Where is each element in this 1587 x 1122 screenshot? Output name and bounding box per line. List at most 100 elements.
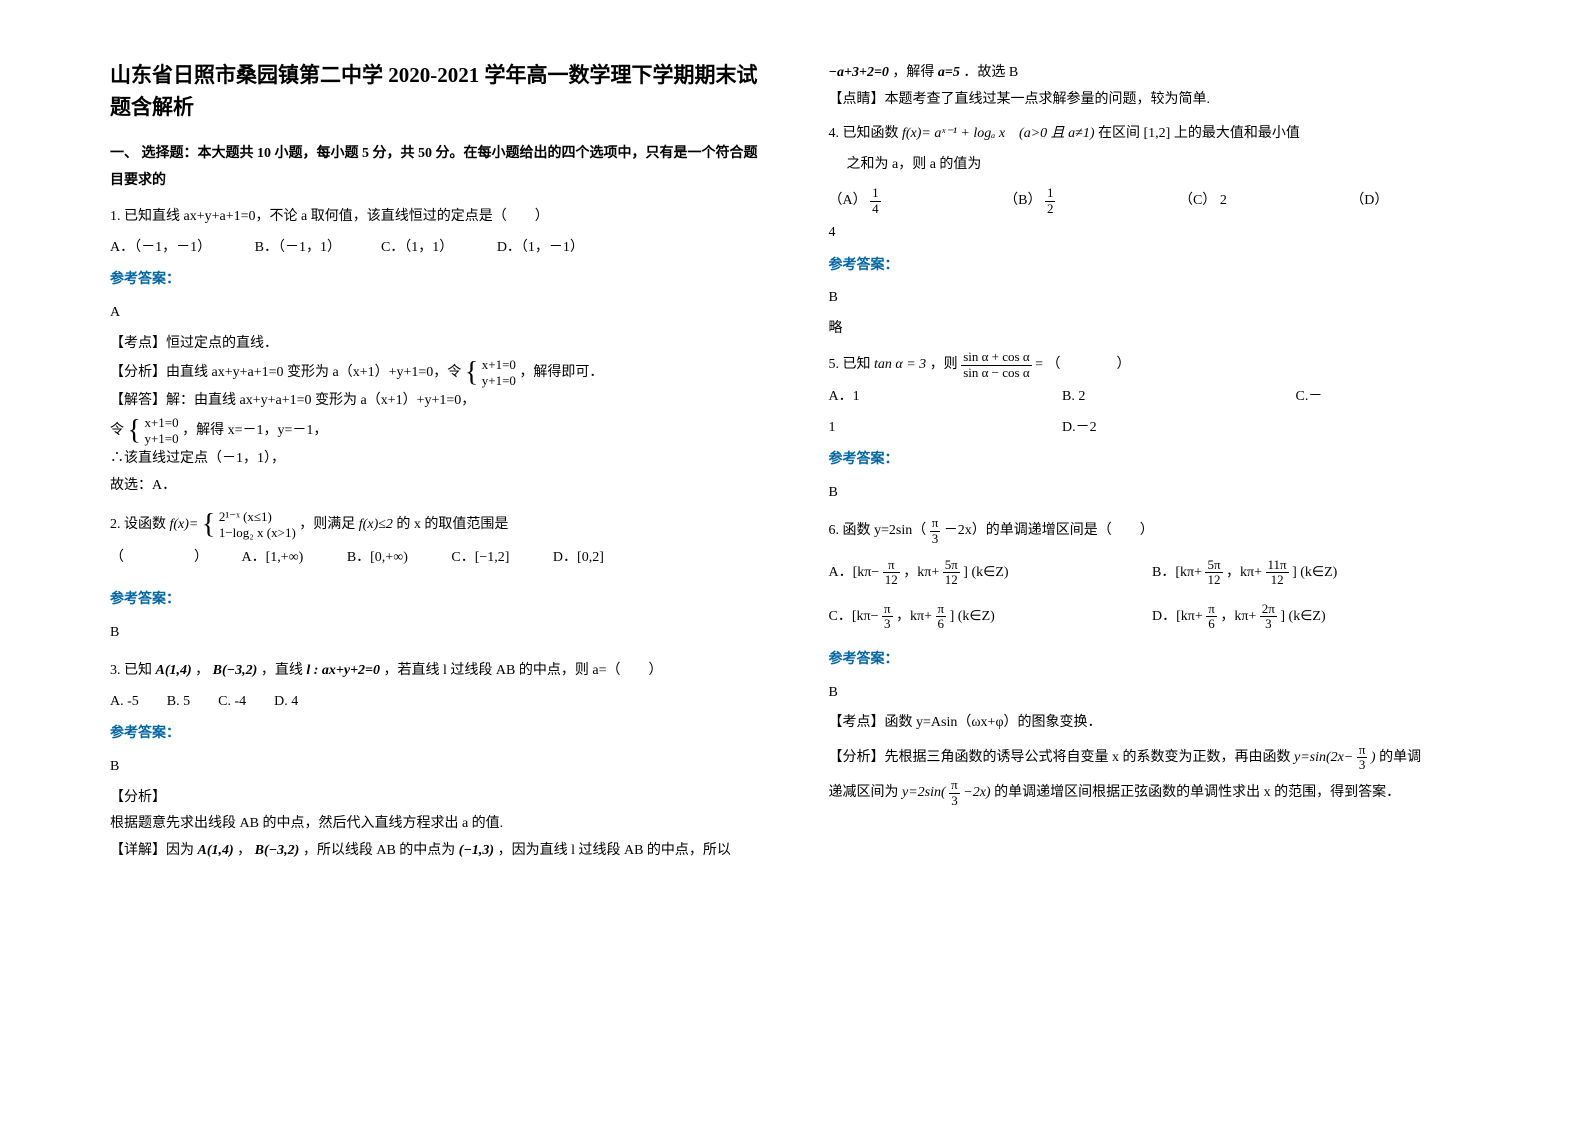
q3-sep1: ， <box>195 663 209 678</box>
q3-line: l : ax+y+2=0 <box>306 663 380 678</box>
q4-func: f(x)= aˣ⁻¹ + logₐ x (a>0 且 a≠1) <box>902 126 1095 141</box>
q6: 6. 函数 y=2sin（ π3 －2x）的单调递增区间是（ ） <box>829 516 1478 546</box>
q6C-pre: C．[kπ− <box>829 609 879 624</box>
q4-answer-label: 参考答案： <box>829 253 1478 280</box>
q2-func-open: f(x)= <box>170 517 199 532</box>
q6-p2fn: π <box>1357 743 1368 758</box>
q6-p2b: 的单调 <box>1379 750 1421 765</box>
q6-exp-2: 【分析】先根据三角函数的诱导公式将自变量 x 的系数变为正数，再由函数 y=si… <box>829 743 1478 773</box>
q4-mid: 在区间 [1,2] 上的最大值和最小值 <box>1098 126 1300 141</box>
q5-eq: = （ ） <box>1035 357 1130 372</box>
q6-answer: B <box>829 680 1478 707</box>
q6A-f2d: 12 <box>943 573 960 587</box>
q4-C-val: 2 <box>1220 193 1227 208</box>
q1-brace2-top: x+1=0 <box>144 415 178 431</box>
q1-exp-2: 【分析】由直线 ax+y+a+1=0 变形为 a（x+1）+y+1=0，令 { … <box>110 357 759 388</box>
brace-icon: { <box>128 417 141 445</box>
q6-prefix: 6. 函数 y=2sin（ <box>829 523 927 538</box>
q5-opt-C: C.－ <box>1296 389 1323 404</box>
q1-brace-top: x+1=0 <box>482 357 516 373</box>
q6A-f1n: π <box>883 558 900 573</box>
q1-brace-bot: y+1=0 <box>482 373 516 389</box>
q1-answer: A <box>110 300 759 327</box>
q2-pieces: 2¹⁻ˣ (x≤1) 1−log₂ x (x>1) <box>219 509 296 540</box>
q4-line2: 之和为 a，则 a 的值为 <box>829 152 1478 179</box>
q6-opt-C: C．[kπ− π3 ，kπ+ π6 ] (k∈Z) <box>829 602 1149 632</box>
q2-piece-top: 2¹⁻ˣ (x≤1) <box>219 509 296 525</box>
q6D-f1d: 6 <box>1206 617 1217 631</box>
q3-cont-2: 【点睛】本题考查了直线过某一点求解参量的问题，较为简单. <box>829 87 1478 114</box>
q2-cond: f(x)≤2 <box>359 517 393 532</box>
q6-options-row2: C．[kπ− π3 ，kπ+ π6 ] (k∈Z) D．[kπ+ π6 ，kπ+… <box>829 602 1478 632</box>
q6-p3func: y=2sin( <box>902 785 946 800</box>
q1-exp-2b: ，解得即可． <box>519 365 603 380</box>
q3-exp-3b: ，所以线段 AB 的中点为 <box>303 843 459 858</box>
q3-exp-sep: ， <box>237 843 251 858</box>
q6-p2suf: ) <box>1371 750 1376 765</box>
q6-p2fd: 3 <box>1357 758 1368 772</box>
q6D-f2d: 3 <box>1260 617 1277 631</box>
q6-suffix: －2x）的单调递增区间是（ ） <box>944 523 1154 538</box>
q1-exp-6: 故选：A． <box>110 473 759 500</box>
q4-opt-B: （B） 12 <box>1004 186 1055 216</box>
q2-opt-C: C．[−1,2] <box>451 545 509 572</box>
q1-answer-label: 参考答案： <box>110 267 759 294</box>
q4-opt-A: （A） 14 <box>829 186 881 216</box>
q6A-pre: A．[kπ− <box>829 565 880 580</box>
section-1-head: 一、 选择题：本大题共 10 小题，每小题 5 分，共 50 分。在每小题给出的… <box>110 141 759 194</box>
q6-p2func: y=sin(2x− <box>1294 750 1353 765</box>
right-column: −a+3+2=0 ，解得 a=5 ．故选 B 【点睛】本题考查了直线过某一点求解… <box>794 60 1498 1082</box>
q3-answer: B <box>110 754 759 781</box>
page-title: 山东省日照市桑园镇第二中学 2020-2021 学年高一数学理下学期期末试题含解… <box>110 60 759 123</box>
q5-frac-num: sin α + cos α <box>961 350 1031 365</box>
q4-B-label: （B） <box>1004 193 1041 208</box>
q1-exp-2a: 【分析】由直线 ax+y+a+1=0 变形为 a（x+1）+y+1=0，令 <box>110 365 461 380</box>
q1-exp-4b: ，解得 x=－1，y=－1， <box>182 423 327 438</box>
q6-fn: π <box>930 516 941 531</box>
q3-cont-1: −a+3+2=0 ，解得 a=5 ．故选 B <box>829 60 1478 87</box>
q3-exp-2: 根据题意先求出线段 AB 的中点，然后代入直线方程求出 a 的值. <box>110 811 759 838</box>
q6-p2a: 【分析】先根据三角函数的诱导公式将自变量 x 的系数变为正数，再由函数 <box>829 750 1295 765</box>
q5-answer: B <box>829 480 1478 507</box>
q3-exp-3: 【详解】因为 A(1,4) ， B(−3,2) ，所以线段 AB 的中点为 (−… <box>110 838 759 865</box>
q4-B-den: 2 <box>1045 202 1056 216</box>
q5-mid: ，则 <box>930 357 962 372</box>
q6C-suf: ] (k∈Z) <box>950 609 995 624</box>
q6-options-row1: A．[kπ− π12 ，kπ+ 5π12 ] (k∈Z) B．[kπ+ 5π12… <box>829 558 1478 588</box>
q2: 2. 设函数 f(x)= { 2¹⁻ˣ (x≤1) 1−log₂ x (x>1)… <box>110 509 759 540</box>
q4: 4. 已知函数 f(x)= aˣ⁻¹ + logₐ x (a>0 且 a≠1) … <box>829 121 1478 148</box>
q6B-f2n: 11π <box>1266 558 1289 573</box>
q6B-f1d: 12 <box>1205 573 1222 587</box>
q4-prefix: 4. 已知函数 <box>829 126 903 141</box>
q6-p3fn: π <box>949 778 960 793</box>
q1-brace2-bot: y+1=0 <box>144 431 178 447</box>
q6A-f2n: 5π <box>943 558 960 573</box>
q5-options-row2: 1 D.－2 <box>829 415 1478 442</box>
q6D-f2n: 2π <box>1260 602 1277 617</box>
left-column: 山东省日照市桑园镇第二中学 2020-2021 学年高一数学理下学期期末试题含解… <box>90 60 794 1082</box>
q4-A-den: 4 <box>870 202 881 216</box>
brace-icon: { <box>202 511 215 539</box>
q1-opt-D: D．（1，－1） <box>497 235 584 262</box>
q4-options: （A） 14 （B） 12 （C） 2 （D） <box>829 186 1478 216</box>
q3-exp-1: 【分析】 <box>110 785 759 812</box>
q6B-f2d: 12 <box>1266 573 1289 587</box>
q6C-f2n: π <box>936 602 947 617</box>
q3c-eq2: a=5 <box>938 65 960 80</box>
q6-p3fe: −2x) <box>963 785 990 800</box>
q6A-mid: ，kπ+ <box>903 565 939 580</box>
q4-exp-1: 略 <box>829 316 1478 343</box>
q6-opt-A: A．[kπ− π12 ，kπ+ 5π12 ] (k∈Z) <box>829 558 1149 588</box>
q5-answer-label: 参考答案： <box>829 447 1478 474</box>
q5-opt-B: B. 2 <box>1062 384 1292 411</box>
q6B-f1n: 5π <box>1205 558 1222 573</box>
q1-opt-B: B．（－1，1） <box>255 235 341 262</box>
q6-p3fd: 3 <box>949 794 960 808</box>
q4-opt-C: （C） 2 <box>1179 188 1227 215</box>
q3-suffix: ，若直线 l 过线段 AB 的中点，则 a=（ ） <box>384 663 663 678</box>
q4-C-label: （C） <box>1179 193 1216 208</box>
q6D-suf: ] (k∈Z) <box>1280 609 1325 624</box>
q5-prefix: 5. 已知 <box>829 357 875 372</box>
q2-piece-bot: 1−log₂ x (x>1) <box>219 525 296 541</box>
q2-opt-D: D．[0,2] <box>553 545 604 572</box>
